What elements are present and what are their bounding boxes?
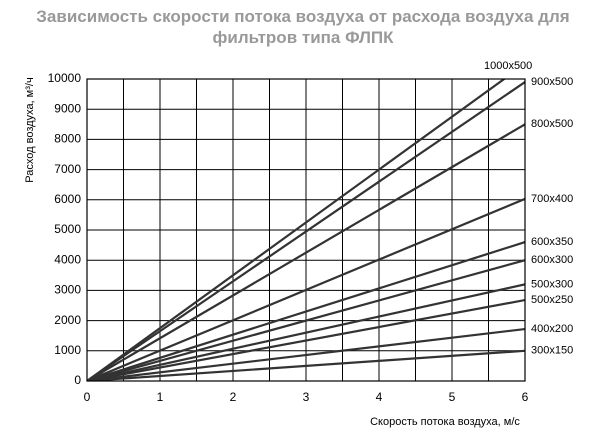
series-label: 400x200 [531, 323, 573, 335]
series-label: 900x500 [531, 76, 573, 88]
x-tick-label: 3 [303, 390, 310, 404]
series-label: 500x300 [531, 278, 573, 290]
data-line [87, 349, 525, 381]
y-tick-label: 3000 [54, 283, 81, 297]
x-tick-label: 6 [522, 390, 529, 404]
data-line [87, 81, 525, 381]
data-line [87, 241, 525, 381]
series-label: 1000x500 [484, 60, 532, 72]
y-tick-label: 5000 [54, 222, 81, 236]
x-tick-label: 5 [449, 390, 456, 404]
series-label: 600x350 [531, 236, 573, 248]
data-line [87, 327, 525, 381]
y-tick-label: 7000 [54, 162, 81, 176]
x-axis-label: Скорость потока воздуха, м/с [370, 416, 520, 428]
plot-border [86, 78, 526, 382]
series-label: 700x400 [531, 193, 573, 205]
data-line [87, 197, 525, 381]
data-line [87, 259, 525, 381]
y-tick-label: 10000 [48, 71, 82, 85]
series-label: 800x500 [531, 118, 573, 130]
x-tick-label: 4 [376, 390, 383, 404]
y-tick-label: 1000 [54, 343, 81, 357]
y-tick-label: 2000 [54, 313, 81, 327]
series-label: 600x300 [531, 254, 573, 266]
data-line [87, 283, 525, 381]
y-tick-label: 6000 [54, 192, 81, 206]
data-line [87, 123, 525, 381]
y-tick-label: 0 [74, 373, 81, 387]
data-line [87, 79, 507, 381]
chart-title: Зависимость скорости потока воздуха от р… [36, 7, 570, 47]
y-tick-label: 8000 [54, 132, 81, 146]
x-tick-label: 1 [157, 390, 164, 404]
y-axis-label: Расход воздуха, м³/ч [24, 77, 36, 182]
series-label: 500x250 [531, 294, 573, 306]
y-tick-label: 9000 [54, 101, 81, 115]
x-tick-label: 2 [230, 390, 237, 404]
x-tick-label: 0 [84, 390, 91, 404]
series-label: 300x150 [531, 345, 573, 357]
data-line [87, 298, 525, 381]
y-tick-label: 4000 [54, 252, 81, 266]
